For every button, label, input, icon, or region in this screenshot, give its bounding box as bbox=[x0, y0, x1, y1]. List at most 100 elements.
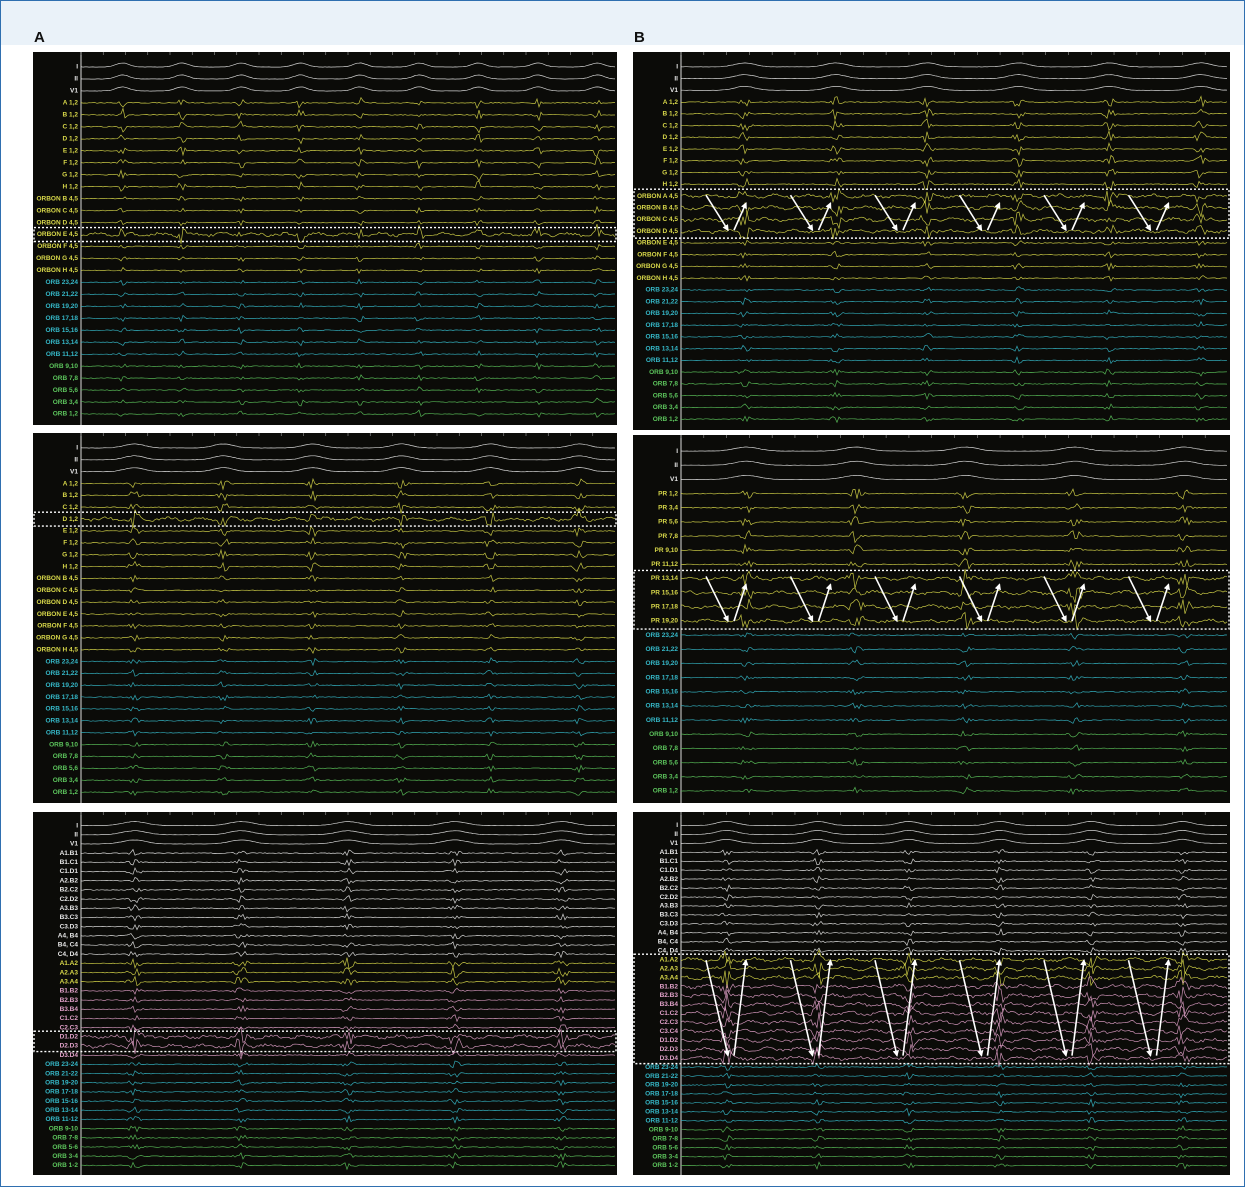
channel-label: PR 17,18 bbox=[651, 604, 678, 611]
channel-label: D 1,2 bbox=[662, 134, 678, 141]
channel-label: ORB 21,22 bbox=[45, 291, 78, 298]
channel-label: H 1,2 bbox=[62, 183, 78, 190]
channel-label: B3.C3 bbox=[660, 912, 679, 919]
channel-label: A3.A4 bbox=[60, 978, 79, 985]
channel-label: A3.A4 bbox=[660, 974, 679, 981]
channel-label: ORB 17,18 bbox=[45, 315, 78, 322]
channel-label: B3.B4 bbox=[660, 1001, 679, 1008]
channel-label: PR 19,20 bbox=[651, 618, 678, 625]
channel-label: E 1,2 bbox=[663, 146, 679, 153]
channel-label: ORB 19,20 bbox=[45, 303, 78, 310]
channel-label: V1 bbox=[70, 841, 78, 848]
channel-label: II bbox=[74, 831, 78, 838]
channel-label: C4, D4 bbox=[658, 947, 679, 954]
recording-panel: IIIV1PR 1,2PR 3,4PR 5,6PR 7,8PR 9,10PR 1… bbox=[633, 435, 1230, 803]
channel-label: ORB 13-14 bbox=[645, 1109, 678, 1116]
channel-label: PR 9,10 bbox=[655, 547, 679, 554]
channel-label: B2.C2 bbox=[660, 885, 679, 892]
channel-label: II bbox=[74, 457, 78, 464]
channel-label: ORBON F 4,5 bbox=[37, 623, 78, 630]
channel-label: ORBON D 4,5 bbox=[36, 599, 78, 606]
channel-label: D3.D4 bbox=[60, 1052, 79, 1059]
channel-label: ORB 13-14 bbox=[45, 1107, 78, 1114]
channel-label: ORBON D 4,5 bbox=[36, 219, 78, 226]
channel-label: ORBON A 4,5 bbox=[637, 193, 678, 200]
channel-label: A 1,2 bbox=[663, 99, 679, 106]
channel-label: A1.A2 bbox=[660, 956, 679, 963]
channel-label: ORB 19,20 bbox=[45, 682, 78, 689]
channel-label: C1.C2 bbox=[60, 1015, 79, 1022]
channel-label: ORB 1,2 bbox=[53, 789, 79, 796]
channel-label: A3.B3 bbox=[660, 903, 679, 910]
channel-label: B4, C4 bbox=[658, 939, 679, 946]
channel-label: ORB 13,14 bbox=[45, 718, 78, 725]
channel-label: C4, D4 bbox=[58, 951, 79, 958]
channel-label: ORB 7-8 bbox=[652, 1135, 678, 1142]
channel-label: C2.C3 bbox=[60, 1024, 79, 1031]
panel-background bbox=[33, 52, 617, 425]
channel-label: B1.C1 bbox=[660, 858, 679, 865]
channel-label: B1.B2 bbox=[60, 988, 79, 995]
channel-label: A 1,2 bbox=[63, 480, 79, 487]
channel-label: ORB 13,14 bbox=[645, 703, 678, 710]
channel-label: G 1,2 bbox=[662, 169, 678, 176]
channel-label: A3.B3 bbox=[60, 905, 79, 912]
channel-label: ORB 3,4 bbox=[653, 404, 679, 411]
channel-label: ORB 11,12 bbox=[646, 357, 679, 364]
channel-label: PR 13,14 bbox=[651, 575, 678, 582]
channel-label: ORB 5,6 bbox=[653, 759, 679, 766]
channel-label: ORB 19,20 bbox=[645, 660, 678, 667]
channel-label: ORB 21,22 bbox=[45, 670, 78, 677]
channel-label: II bbox=[674, 75, 678, 82]
channel-label: B 1,2 bbox=[62, 112, 78, 119]
channel-label: ORB 9,10 bbox=[649, 369, 678, 376]
recording-panel: IIIV1A 1,2B 1,2C 1,2D 1,2E 1,2F 1,2G 1,2… bbox=[33, 433, 617, 803]
channel-label: ORB 5,6 bbox=[53, 765, 79, 772]
channel-label: C 1,2 bbox=[62, 504, 78, 511]
channel-label: H 1,2 bbox=[62, 563, 78, 570]
channel-label: B3.B4 bbox=[60, 1006, 79, 1013]
channel-label: ORBON E 4,5 bbox=[637, 240, 679, 247]
channel-label: ORB 7-8 bbox=[52, 1135, 78, 1142]
channel-label: G 1,2 bbox=[62, 171, 78, 178]
channel-label: ORBON B 4,5 bbox=[636, 204, 678, 211]
recording-panel: IIIV1A1.B1B1.C1C1.D1A2.B2B2.C2C2.D2A3.B3… bbox=[33, 812, 617, 1175]
channel-label: B3.C3 bbox=[60, 914, 79, 921]
channel-label: ORB 15,16 bbox=[45, 706, 78, 713]
channel-label: ORB 7,8 bbox=[53, 753, 79, 760]
channel-label: ORB 1-2 bbox=[652, 1162, 678, 1169]
channel-label: ORB 21,22 bbox=[645, 646, 678, 653]
channel-label: G 1,2 bbox=[62, 551, 78, 558]
channel-label: I bbox=[76, 822, 78, 829]
channel-label: I bbox=[676, 448, 678, 455]
channel-label: ORB 21,22 bbox=[645, 298, 678, 305]
channel-label: V1 bbox=[670, 476, 678, 483]
channel-label: PR 7,8 bbox=[658, 533, 678, 540]
channel-label: ORB 23,24 bbox=[645, 632, 678, 639]
channel-label: B1.C1 bbox=[60, 859, 79, 866]
channel-label: ORB 1,2 bbox=[653, 788, 679, 795]
channel-label: C3.D3 bbox=[660, 921, 679, 928]
channel-label: ORB 17,18 bbox=[645, 322, 678, 329]
channel-label: ORB 3,4 bbox=[53, 777, 79, 784]
channel-label: ORBON C 4,5 bbox=[636, 216, 678, 223]
channel-label: E 1,2 bbox=[63, 147, 79, 154]
channel-label: ORB 17,18 bbox=[45, 694, 78, 701]
channel-label: ORBON F 4,5 bbox=[37, 243, 78, 250]
channel-label: ORB 17,18 bbox=[645, 674, 678, 681]
channel-label: ORB 11-12 bbox=[645, 1118, 678, 1125]
channel-label: II bbox=[674, 462, 678, 469]
channel-label: PR 11,12 bbox=[651, 561, 678, 568]
channel-label: C3.D3 bbox=[60, 923, 79, 930]
channel-label: V1 bbox=[670, 840, 678, 847]
channel-label: ORB 23,24 bbox=[45, 279, 78, 286]
column-label: B bbox=[634, 29, 645, 46]
channel-label: ORB 1-2 bbox=[52, 1162, 78, 1169]
channel-label: ORB 21-22 bbox=[645, 1073, 678, 1080]
channel-label: ORB 5,6 bbox=[653, 392, 679, 399]
channel-label: A4, B4 bbox=[58, 933, 79, 940]
channel-label: A2.B2 bbox=[660, 876, 679, 883]
channel-label: C 1,2 bbox=[662, 122, 678, 129]
column-label: A bbox=[34, 29, 45, 46]
channel-label: ORB 5,6 bbox=[53, 387, 79, 394]
